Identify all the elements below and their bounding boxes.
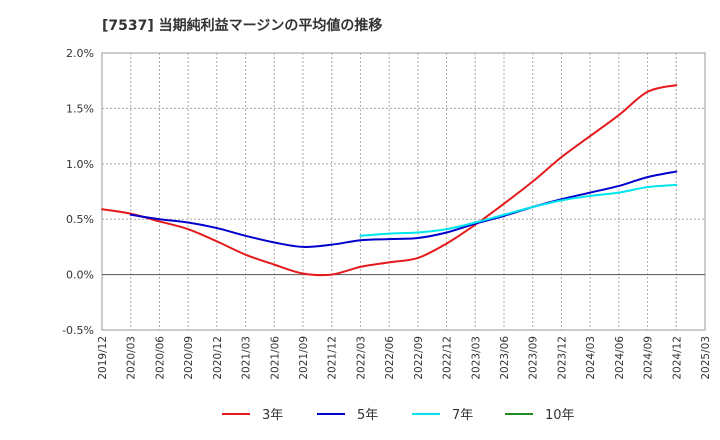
legend-label-1: 3年 (262, 408, 283, 423)
x-tick-label: 2022/12 (442, 336, 454, 380)
y-tick-label: 2.0% (66, 47, 94, 60)
x-tick-label: 2022/09 (413, 336, 425, 380)
x-tick-label: 2019/12 (97, 336, 109, 380)
plot-area (101, 52, 706, 331)
y-tick-label: 1.0% (66, 158, 94, 171)
chart-title: [7537] 当期純利益マージンの平均値の推移 (102, 17, 382, 34)
legend-label-2: 5年 (357, 408, 378, 423)
x-tick-label: 2020/09 (183, 336, 195, 380)
x-tick-label: 2020/12 (212, 336, 224, 380)
x-axis: 2019/12 2020/03 2020/06 2020/09 2020/12 2021/… (97, 336, 712, 380)
series-line-1 (101, 84, 678, 277)
x-tick-label: 2020/03 (126, 336, 138, 380)
x-tick-label: 2021/12 (327, 336, 339, 380)
grid (102, 53, 705, 330)
x-tick-label: 2024/12 (671, 336, 683, 380)
y-tick-label: 0.0% (66, 269, 94, 282)
x-tick-label: 2024/03 (585, 336, 597, 380)
y-tick-label: -0.5% (62, 324, 94, 337)
x-tick-label: 2023/12 (556, 336, 568, 380)
y-tick-label: 0.5% (66, 213, 94, 226)
x-tick-label: 2021/06 (269, 336, 281, 380)
x-tick-label: 2022/06 (384, 336, 396, 380)
legend-label-4: 10年 (545, 408, 575, 423)
x-tick-label: 2025/03 (700, 336, 712, 380)
legend: 3年 5年 7年 10年 (222, 408, 575, 423)
y-tick-label: 1.5% (66, 102, 94, 115)
x-tick-label: 2020/06 (154, 336, 166, 380)
legend-label-3: 7年 (452, 408, 473, 423)
x-tick-label: 2021/03 (241, 336, 253, 380)
x-tick-label: 2021/09 (298, 336, 310, 380)
x-tick-label: 2024/06 (614, 336, 626, 380)
x-tick-label: 2023/09 (528, 336, 540, 380)
x-tick-label: 2024/09 (643, 336, 655, 380)
x-tick-label: 2022/03 (355, 336, 367, 380)
x-tick-label: 2023/06 (499, 336, 511, 380)
x-tick-label: 2023/03 (470, 336, 482, 380)
y-axis: 2.0% 1.5% 1.0% 0.5% 0.0% -0.5% (62, 47, 94, 337)
series-lines (101, 84, 678, 277)
series-line-2 (129, 170, 678, 248)
series-line-3 (359, 183, 678, 237)
